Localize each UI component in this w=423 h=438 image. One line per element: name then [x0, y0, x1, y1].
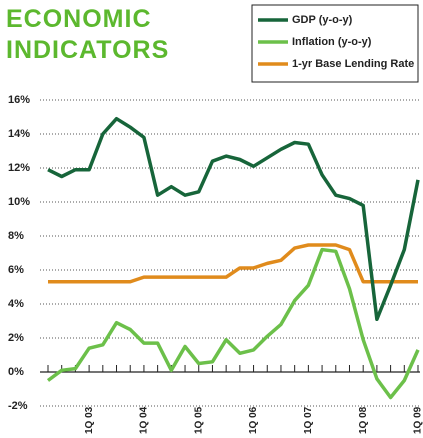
- x-tick-label: 1Q 04: [139, 406, 150, 434]
- series-line: [48, 243, 418, 284]
- x-tick-label: 1Q 07: [303, 406, 314, 434]
- x-tick-label: 1Q 09: [413, 406, 423, 434]
- y-tick-label: 12%: [8, 162, 30, 174]
- y-tick-label: 14%: [8, 128, 30, 140]
- y-tick-label: 4%: [8, 298, 24, 310]
- x-tick-label: 1Q 06: [248, 406, 259, 434]
- legend-label: GDP (y-o-y): [292, 14, 353, 26]
- legend-label: Inflation (y-o-y): [292, 36, 372, 48]
- series-line: [46, 247, 420, 400]
- y-tick-label: 16%: [8, 94, 30, 106]
- y-tick-label: 2%: [8, 332, 24, 344]
- y-tick-label: 0%: [8, 366, 24, 378]
- y-tick-label: 10%: [8, 196, 30, 208]
- y-tick-label: 6%: [8, 264, 24, 276]
- x-tick-label: 1Q 03: [84, 406, 95, 434]
- y-tick-label: -2%: [8, 400, 28, 412]
- y-tick-label: 8%: [8, 230, 24, 242]
- legend-label: 1-yr Base Lending Rate: [292, 58, 414, 70]
- chart-title: ECONOMIC INDICATORS: [6, 5, 170, 64]
- series-line: [47, 116, 420, 322]
- x-tick-label: 1Q 08: [358, 406, 369, 434]
- x-tick-label: 1Q 05: [193, 406, 204, 434]
